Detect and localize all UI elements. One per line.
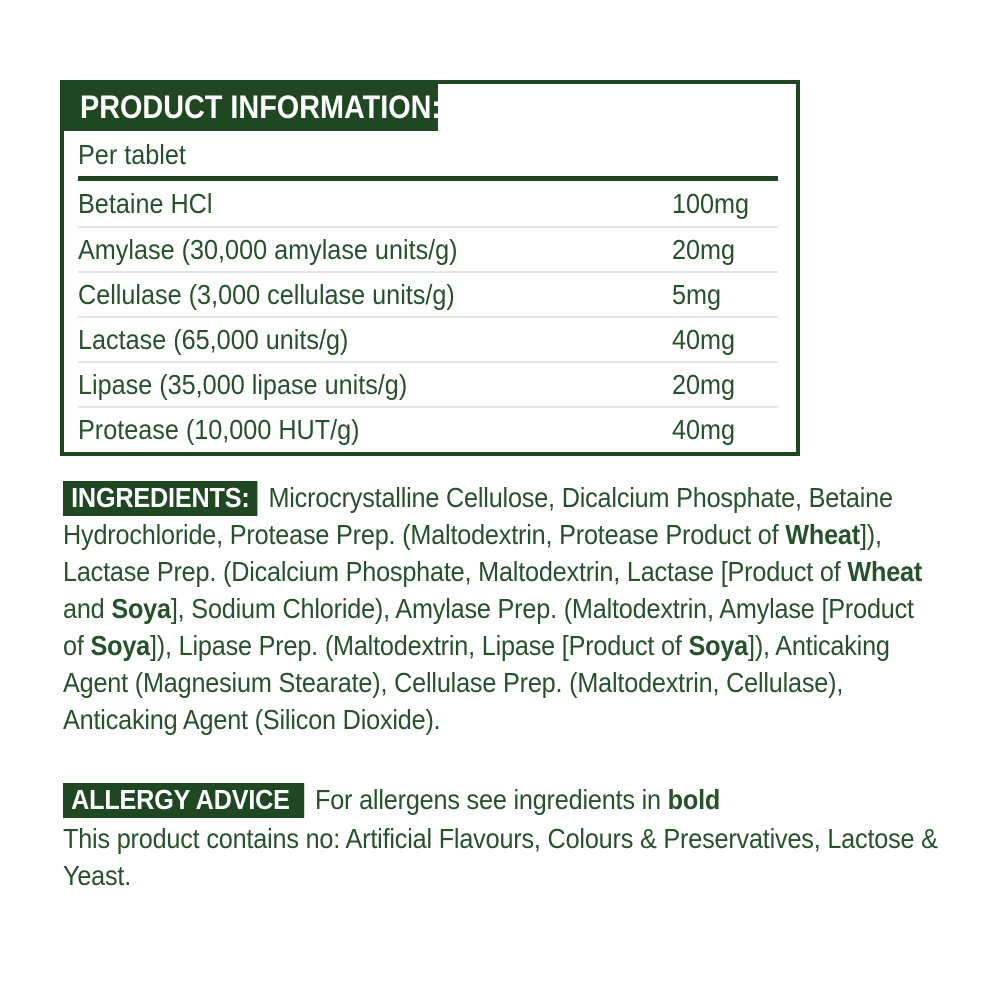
- nutrient-amount-text: 40mg: [672, 323, 736, 355]
- nutrient-name-text: Protease (10,000 HUT/g): [78, 413, 360, 445]
- nutrient-name-text: Betaine HCl: [78, 187, 213, 219]
- header-divider-rule: [78, 176, 778, 181]
- serving-size-row: Per tablet: [64, 131, 796, 176]
- nutrient-name-text: Lactase (65,000 units/g): [78, 323, 349, 355]
- nutrient-name: Cellulase (3,000 cellulase units/g): [78, 279, 672, 311]
- ingredient-text-segment: ], Sodium Chloride), Amylase Prep. (Malt…: [63, 593, 914, 661]
- ingredient-text-segment: For allergens see ingredients in: [315, 784, 668, 815]
- allergy-advice-label: ALLERGY ADVICE: [63, 783, 305, 818]
- ingredient-text-segment: and: [63, 593, 112, 624]
- nutrient-amount-text: 40mg: [672, 413, 736, 445]
- ingredient-text-segment: ]), Lipase Prep. (Maltodextrin, Lipase […: [149, 630, 689, 661]
- ingredients-label: INGREDIENTS:: [63, 481, 258, 516]
- ingredient-text-segment: ]), Anticaking Agent (Magnesium Stearate…: [63, 630, 890, 735]
- table-row: Amylase (30,000 amylase units/g) 20mg: [78, 226, 778, 271]
- table-row: Cellulase (3,000 cellulase units/g) 5mg: [78, 271, 778, 316]
- allergy-advice-paragraph: ALLERGY ADVICE For allergens see ingredie…: [63, 781, 941, 818]
- product-information-title: PRODUCT INFORMATION:: [80, 89, 442, 125]
- nutrient-amount-text: 20mg: [672, 368, 736, 400]
- product-information-header-bar: PRODUCT INFORMATION:: [64, 84, 442, 131]
- nutrient-name: Betaine HCl: [78, 188, 672, 220]
- nutrient-amount: 100mg: [672, 188, 778, 220]
- nutrient-amount: 40mg: [672, 324, 778, 356]
- bold-allergen-text: Soya: [111, 593, 171, 624]
- nutrient-name-text: Cellulase (3,000 cellulase units/g): [78, 278, 455, 310]
- table-row: Lipase (35,000 lipase units/g) 20mg: [78, 361, 778, 406]
- product-information-box: PRODUCT INFORMATION: Per tablet Betaine …: [60, 80, 800, 456]
- nutrient-name: Amylase (30,000 amylase units/g): [78, 234, 672, 266]
- nutrient-name-text: Amylase (30,000 amylase units/g): [78, 233, 458, 265]
- nutrient-name: Lactase (65,000 units/g): [78, 324, 672, 356]
- nutrient-amount-text: 5mg: [672, 278, 722, 310]
- nutrient-amount: 20mg: [672, 369, 778, 401]
- serving-size-label: Per tablet: [78, 139, 186, 170]
- nutrient-name-text: Lipase (35,000 lipase units/g): [78, 368, 408, 400]
- nutrient-amount: 20mg: [672, 234, 778, 266]
- nutrient-amount: 5mg: [672, 279, 778, 311]
- table-row: Lactase (65,000 units/g) 40mg: [78, 316, 778, 361]
- ingredient-text-segment: ]), Lactase Prep. (Dicalcium Phosphate, …: [63, 519, 882, 587]
- bold-allergen-text: Wheat: [785, 519, 860, 550]
- table-row: Protease (10,000 HUT/g) 40mg: [78, 406, 778, 451]
- ingredients-paragraph: INGREDIENTS: Microcrystalline Cellulose, …: [63, 479, 941, 738]
- nutrient-table: Betaine HCl 100mg Amylase (30,000 amylase …: [78, 181, 778, 451]
- contains-statement: This product contains no: Artificial Fla…: [63, 823, 938, 891]
- allergy-advice-text: For allergens see ingredients in bold: [315, 784, 720, 815]
- bold-allergen-text: Soya: [688, 630, 748, 661]
- bold-allergen-text: Wheat: [847, 556, 923, 587]
- ingredients-text: Microcrystalline Cellulose, Dicalcium Ph…: [63, 482, 922, 735]
- nutrient-amount-text: 100mg: [672, 187, 750, 219]
- nutrient-amount-text: 20mg: [672, 233, 736, 265]
- nutrient-name: Protease (10,000 HUT/g): [78, 414, 672, 446]
- ingredient-text-segment: Microcrystalline Cellulose, Dicalcium Ph…: [63, 482, 893, 550]
- table-row: Betaine HCl 100mg: [78, 181, 778, 226]
- nutrient-amount: 40mg: [672, 414, 778, 446]
- nutrient-name: Lipase (35,000 lipase units/g): [78, 369, 672, 401]
- bold-allergen-text: bold: [667, 784, 721, 815]
- bold-allergen-text: Soya: [90, 630, 150, 661]
